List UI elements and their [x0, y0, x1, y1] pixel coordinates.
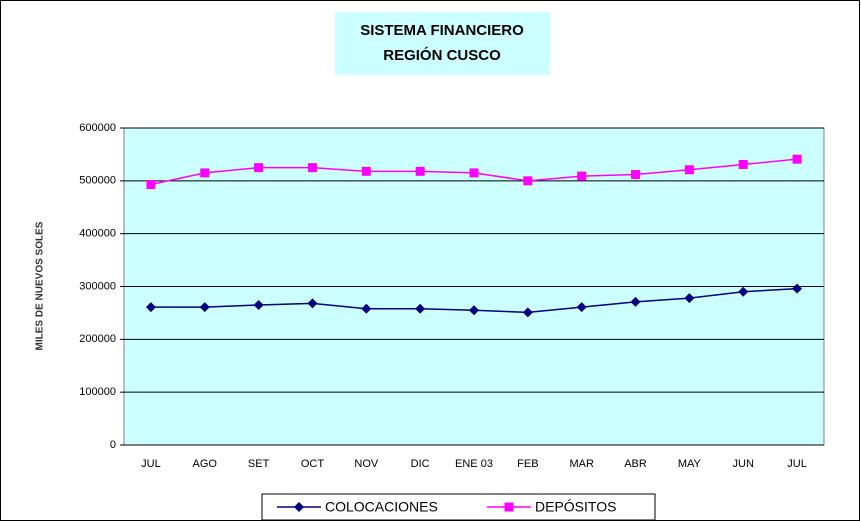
data-point [469, 305, 479, 316]
x-tick-label: SET [248, 458, 270, 470]
legend-marker [504, 502, 514, 512]
y-tick-label: 600000 [79, 122, 116, 134]
data-point [307, 163, 317, 173]
chart-title: REGIÓN CUSCO [383, 46, 501, 64]
y-tick-label: 100000 [79, 386, 116, 398]
x-tick-label: JUN [733, 458, 754, 470]
x-tick-label: ABR [624, 458, 647, 470]
data-point [361, 166, 371, 176]
data-point [684, 165, 694, 175]
x-tick-label: OCT [301, 458, 325, 470]
chart-title: SISTEMA FINANCIERO [360, 22, 524, 39]
data-point [792, 154, 802, 164]
data-point [254, 163, 264, 173]
data-point [523, 176, 533, 186]
y-tick-label: 300000 [79, 280, 116, 292]
data-point [630, 296, 641, 307]
data-point [145, 302, 156, 313]
data-point [684, 293, 695, 304]
data-point [738, 286, 749, 297]
x-tick-label: MAR [569, 458, 594, 470]
data-point [738, 159, 748, 169]
x-tick-label: JUL [787, 458, 807, 470]
x-tick-label: JUL [141, 458, 161, 470]
data-point [199, 302, 210, 313]
x-tick-label: DIC [411, 458, 430, 470]
y-tick-label: 400000 [79, 228, 116, 240]
data-point [200, 168, 210, 178]
data-point [415, 303, 426, 314]
x-tick-label: FEB [517, 458, 538, 470]
legend [261, 493, 656, 521]
data-point [307, 298, 318, 309]
y-tick-label: 500000 [79, 175, 116, 187]
x-tick-label: MAY [678, 458, 702, 470]
data-point [576, 302, 587, 313]
y-tick-label: 0 [110, 439, 116, 451]
x-tick-label: NOV [354, 458, 379, 470]
data-point [469, 168, 479, 178]
data-point [792, 283, 803, 294]
legend-marker [294, 502, 304, 512]
title-box [335, 12, 550, 75]
data-point [415, 166, 425, 176]
data-point [577, 171, 587, 181]
x-tick-label: AGO [193, 458, 218, 470]
data-point [361, 303, 372, 314]
data-point [253, 299, 264, 310]
data-point [146, 180, 156, 190]
y-tick-label: 200000 [79, 333, 116, 345]
data-point [522, 307, 533, 318]
legend-label: COLOCACIONES [325, 499, 438, 515]
x-tick-label: ENE 03 [455, 458, 493, 470]
legend-label: DEPÓSITOS [535, 499, 616, 515]
y-axis-label: MILES DE NUEVOS SOLES [35, 221, 46, 350]
data-point [631, 169, 641, 179]
